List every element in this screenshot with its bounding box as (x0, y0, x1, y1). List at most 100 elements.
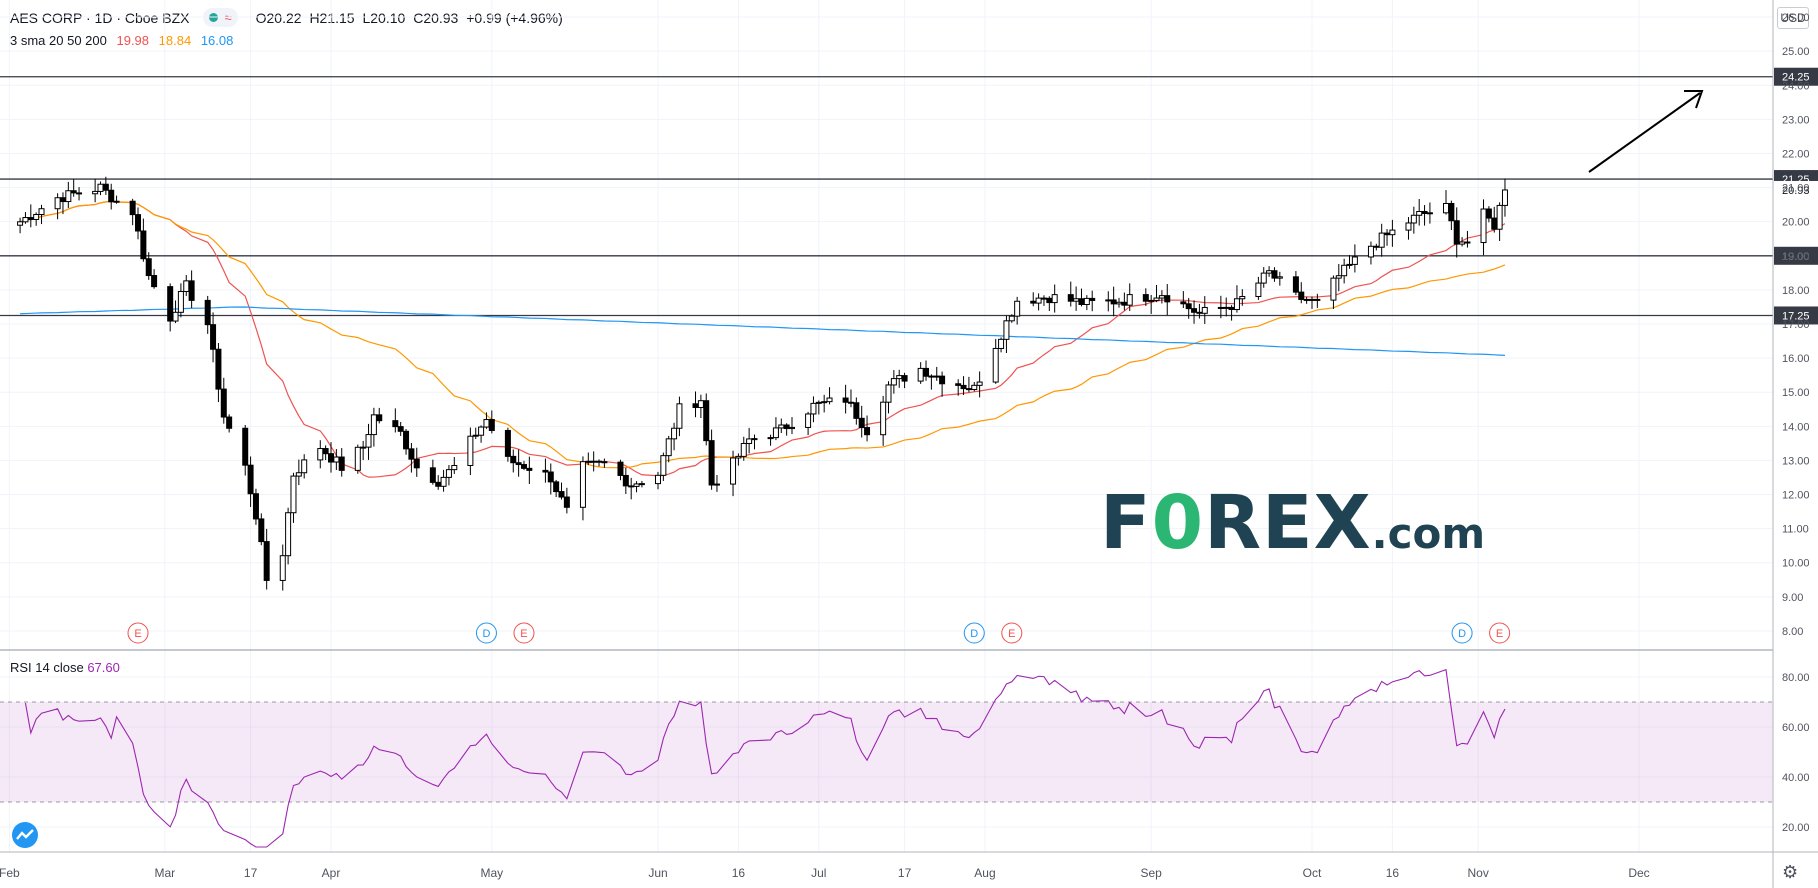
y-tick-label: 16.00 (1782, 353, 1810, 365)
candle-body (1078, 298, 1085, 305)
candle-body (1459, 241, 1466, 245)
y-tick-label: 18.00 (1782, 285, 1810, 297)
candle-body (327, 453, 334, 463)
candle-body (65, 190, 72, 203)
candle-body (708, 440, 715, 486)
sma20-value: 19.98 (116, 33, 150, 48)
candle-body (547, 471, 554, 483)
candle-body (960, 384, 967, 390)
x-tick-label: 17 (244, 866, 258, 880)
event-marker (963, 622, 985, 644)
candle-body (247, 464, 254, 495)
candle-body (392, 420, 399, 428)
candle-body (370, 414, 377, 436)
y-tick-label: 19.00 (1782, 251, 1810, 263)
y-tick-label: 24.00 (1782, 80, 1810, 92)
candle-body (1046, 297, 1053, 304)
candle-body (17, 221, 24, 226)
candle-body (354, 446, 361, 471)
candle-body (563, 496, 570, 508)
candle-body (1196, 311, 1203, 314)
chart-header: AES CORP · 1D · Cboe BZX ≈ O20.22 H21.15… (10, 8, 567, 27)
candle-body (445, 469, 452, 478)
candle-body (880, 401, 887, 436)
candle-body (92, 190, 99, 195)
sma-lines (19, 201, 1506, 478)
candle-body (183, 280, 190, 292)
candle-body (1121, 301, 1128, 306)
y-tick-label: 14.00 (1782, 421, 1810, 433)
rsi-legend[interactable]: RSI 14 close 67.60 (10, 660, 120, 675)
candle-body (1051, 294, 1058, 304)
candle-body (1501, 189, 1508, 206)
candle-body (1330, 277, 1337, 301)
candle-body (279, 555, 286, 581)
candle-body (976, 381, 983, 386)
candle-body (558, 491, 565, 498)
candle-body (1153, 297, 1160, 301)
candle-body (853, 402, 860, 419)
candle-body (1384, 232, 1391, 236)
candle-body (660, 455, 667, 476)
y-tick-label: 15.00 (1782, 387, 1810, 399)
tradingview-icon[interactable] (12, 822, 38, 848)
x-tick-label: Oct (1303, 866, 1322, 880)
candle-body (805, 413, 812, 428)
candle-body (1367, 245, 1374, 258)
sma50-value: 18.84 (158, 33, 192, 48)
candle-body (821, 401, 828, 404)
sma200-line (20, 306, 1506, 356)
candle-body (1351, 256, 1358, 265)
candle-body (928, 375, 935, 378)
candle-body (252, 493, 259, 520)
candle-body (579, 461, 586, 508)
rsi-tick-label: 60.00 (1782, 722, 1810, 734)
candle-body (864, 427, 871, 436)
y-tick-label: 11.00 (1782, 524, 1809, 536)
y-tick-label: 26.00 (1782, 12, 1810, 24)
candle-body (1030, 300, 1037, 304)
event-marker (475, 622, 497, 644)
candle-body (338, 456, 345, 471)
event-label: E (134, 628, 141, 640)
settings-gear-icon[interactable]: ⚙ (1782, 862, 1799, 882)
candle-body (751, 438, 758, 441)
rsi-band (0, 701, 1773, 803)
candle-body (826, 397, 833, 403)
candle-body (1035, 297, 1042, 304)
candle-body (1426, 212, 1433, 215)
candle-body (1453, 220, 1460, 245)
candle-body (585, 460, 592, 463)
candle-body (1378, 232, 1385, 248)
candle-body (692, 403, 699, 408)
candle-body (1266, 270, 1273, 274)
candle-body (258, 518, 265, 543)
candle-body (1260, 272, 1267, 284)
candle-body (1003, 320, 1010, 340)
candle-body (360, 446, 367, 449)
candle-body (301, 459, 308, 474)
candle-body (1443, 202, 1450, 214)
currency-badge[interactable]: USD (1777, 7, 1809, 29)
candle-body (295, 472, 302, 477)
sma-label: 3 sma 20 50 200 (10, 33, 107, 48)
candle-body (815, 401, 822, 404)
y-tick-label: 17.00 (1782, 319, 1810, 331)
candle-body (858, 417, 865, 429)
candle-body (1148, 299, 1155, 302)
sma20-line (19, 201, 1506, 478)
candle-body (1496, 204, 1503, 230)
candle-body (1239, 295, 1246, 300)
sma50-line (19, 201, 1506, 469)
candle-body (633, 483, 640, 487)
candle-body (1008, 315, 1015, 322)
candle-body (1485, 208, 1492, 219)
candle-body (177, 290, 184, 313)
sma-legend[interactable]: 3 sma 20 50 200 19.98 18.84 16.08 (10, 33, 239, 48)
event-marker (127, 622, 149, 644)
candle-body (1255, 282, 1262, 297)
rsi-tick-label: 80.00 (1782, 672, 1810, 684)
event-marker (1001, 622, 1023, 644)
